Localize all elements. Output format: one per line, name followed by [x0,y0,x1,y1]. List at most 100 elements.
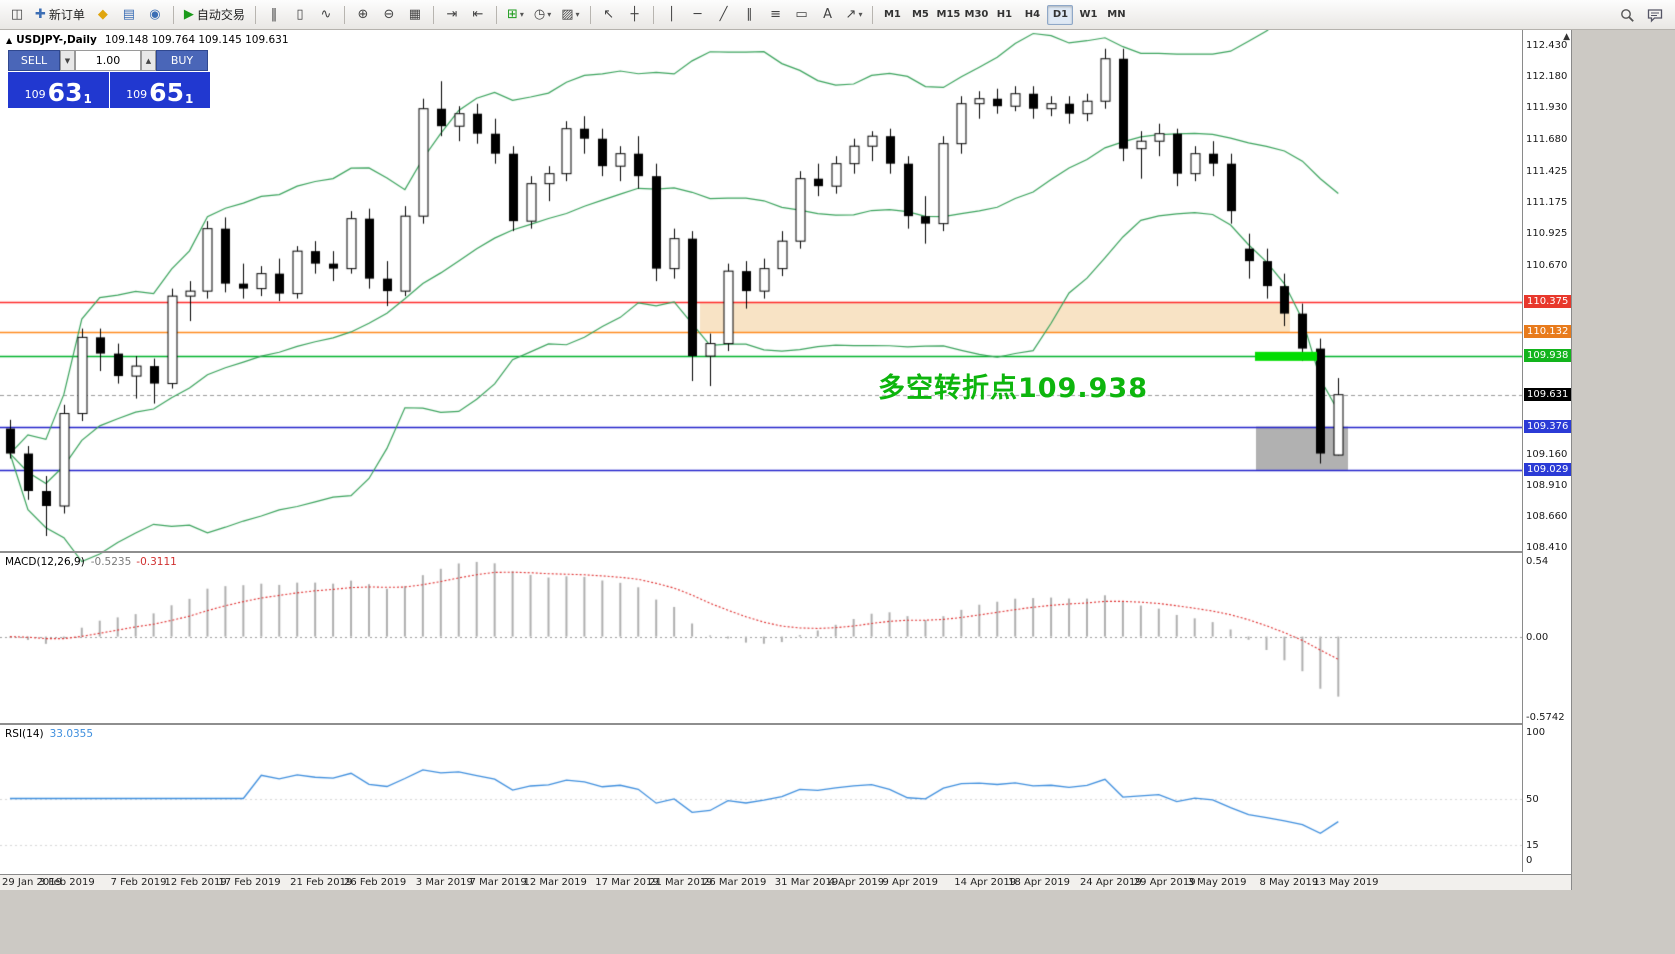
chart-bars-button[interactable]: ‖ [262,4,286,26]
macd-scale-label: -0.5742 [1526,711,1565,723]
toolbar-buttons: ◫ ✚ 新订单 ◆ ▤ ◉ ▶ 自动交易 ‖ ▯ ∿ ⊕ ⊖ ▦ ⇥ ⇤ ⊞ ▾ ◷ ▾ ▨ ▾ ↖ ┼ │ ─ ╱ ∥ ≡ ▭ A ↗ ▾ M1… [4,0,1130,29]
metaeditor-icon[interactable]: ◆ [91,4,115,26]
date-tick-label: 29 Apr 2019 [1133,877,1196,888]
chart-annotation[interactable]: 多空转折点109.938 [878,373,1148,404]
indicators-button-glyph: ⊞ [506,7,518,22]
channel-button[interactable]: ∥ [738,4,762,26]
rsi-name: RSI(14) [5,728,44,740]
sell-price-box[interactable]: 109 63 1 [8,72,109,108]
price-axis[interactable]: ▲ 112.430 112.180 111.930 111.680 111.425 111… [1522,30,1571,872]
rectangle-button[interactable]: ▭ [790,4,814,26]
timeframe-m30[interactable]: M30 [964,9,989,20]
horizontal-line-button[interactable]: ─ [686,4,710,26]
price-chart-canvas[interactable] [0,30,1522,872]
about-icon[interactable]: ◉ [143,4,167,26]
text-button[interactable]: A [816,4,840,26]
templates-button[interactable]: ▨ ▾ [557,4,583,26]
fibonacci-button[interactable]: ≡ [764,4,788,26]
timeframe-m1[interactable]: M1 [883,9,901,20]
chart-candles-button[interactable]: ▯ [288,4,312,26]
volume-stepper[interactable]: ▲ [141,50,156,71]
date-tick-label: 26 Mar 2019 [703,877,767,888]
periods-button-dropdown[interactable]: ▾ [547,10,552,19]
autotrading-button[interactable]: ▶ 自动交易 [180,4,249,26]
buy-button[interactable]: BUY [156,50,208,71]
autoscroll-button[interactable]: ⇥ [440,4,464,26]
macd-main-value: -0.5235 [90,556,132,568]
cursor-button[interactable]: ↖ [597,4,621,26]
arrows-button-dropdown[interactable]: ▾ [858,10,863,19]
date-tick-label: 31 Mar 2019 [774,877,839,888]
fibonacci-button-glyph: ≡ [770,7,781,22]
order-type-dropdown[interactable]: ▼ [60,50,75,71]
trendline-button-glyph: ╱ [719,7,728,22]
print-icon-glyph: ▤ [122,7,136,22]
scroll-up-icon[interactable]: ▲ [1563,32,1570,42]
print-icon[interactable]: ▤ [117,4,141,26]
date-tick-label: 12 Mar 2019 [523,877,587,888]
date-tick-label: 9 Apr 2019 [882,877,938,888]
level-price-label: 109.376 [1524,419,1571,433]
buy-price-pips: 65 [149,78,184,107]
toolbar-right [1613,0,1669,30]
price-tick-label: 111.425 [1526,165,1568,177]
collapse-icon[interactable]: ▲ [6,36,13,45]
timeframe-m15[interactable]: M15 [936,9,961,20]
date-tick-label: 7 Mar 2019 [469,877,527,888]
timeframe-h1[interactable]: H1 [996,9,1013,20]
toolbar-separator [495,5,497,24]
vertical-line-button[interactable]: │ [660,4,684,26]
new-order-button[interactable]: ✚ 新订单 [31,4,89,26]
macd-scale-label: 0.00 [1526,631,1549,643]
chat-icon[interactable] [1643,4,1667,26]
price-tick-label: 108.910 [1526,479,1568,491]
tile-windows-button[interactable]: ▦ [403,4,427,26]
trendline-button[interactable]: ╱ [712,4,736,26]
timeframe-d1[interactable]: D1 [1047,4,1074,25]
timeframe-mn[interactable]: MN [1107,9,1126,20]
chart-candles-button-glyph: ▯ [296,7,304,22]
crosshair-button[interactable]: ┼ [623,4,647,26]
timeframe-w1[interactable]: W1 [1079,9,1098,20]
templates-button-glyph: ▨ [561,7,574,22]
workspace-background-right [1573,30,1675,890]
date-tick-label: 18 Apr 2019 [1008,877,1070,888]
level-price-label: 110.132 [1524,325,1571,339]
templates-button-dropdown[interactable]: ▾ [575,10,580,19]
volume-input[interactable] [75,50,141,71]
timeframe-h4[interactable]: H4 [1024,9,1041,20]
indicators-button[interactable]: ⊞ ▾ [503,4,528,26]
sell-button[interactable]: SELL [8,50,60,71]
macd-pane-splitter[interactable] [0,551,1571,553]
zoom-out-button[interactable]: ⊖ [377,4,401,26]
date-tick-label: 17 Mar 2019 [595,877,659,888]
chart-title: ▲ USDJPY-,Daily 109.148 109.764 109.145 10… [6,34,289,46]
arrows-button[interactable]: ↗ ▾ [842,4,867,26]
toolbar-separator [343,5,345,24]
macd-signal-value: -0.3111 [136,556,177,568]
price-tick-label: 112.430 [1526,39,1568,51]
date-tick-label: 3 May 2019 [1187,877,1247,888]
horizontal-line-button-glyph: ─ [693,7,702,22]
price-tick-label: 111.175 [1526,196,1568,208]
search-icon[interactable] [1615,4,1639,26]
rsi-scale-label: 50 [1526,793,1539,805]
periods-button[interactable]: ◷ ▾ [530,4,555,26]
autoscroll-button-glyph: ⇥ [446,7,458,22]
tile-windows-button-glyph: ▦ [408,7,422,22]
time-axis[interactable]: 29 Jan 2019 3 Feb 2019 7 Feb 2019 12 Feb 20… [0,874,1571,890]
rsi-pane-splitter[interactable] [0,723,1571,725]
date-tick-label: 3 Mar 2019 [415,877,473,888]
zoom-in-button-glyph: ⊕ [357,7,369,22]
zoom-in-button[interactable]: ⊕ [351,4,375,26]
rsi-scale-label: 15 [1526,840,1539,852]
chart-line-button[interactable]: ∿ [314,4,338,26]
indicators-button-dropdown[interactable]: ▾ [519,10,524,19]
chart-shift-button[interactable]: ⇤ [466,4,490,26]
timeframe-m5[interactable]: M5 [911,9,929,20]
about-icon-glyph: ◉ [149,7,161,22]
buy-price-box[interactable]: 109 65 1 [109,72,210,108]
chart-window-icon[interactable]: ◫ [5,4,29,26]
